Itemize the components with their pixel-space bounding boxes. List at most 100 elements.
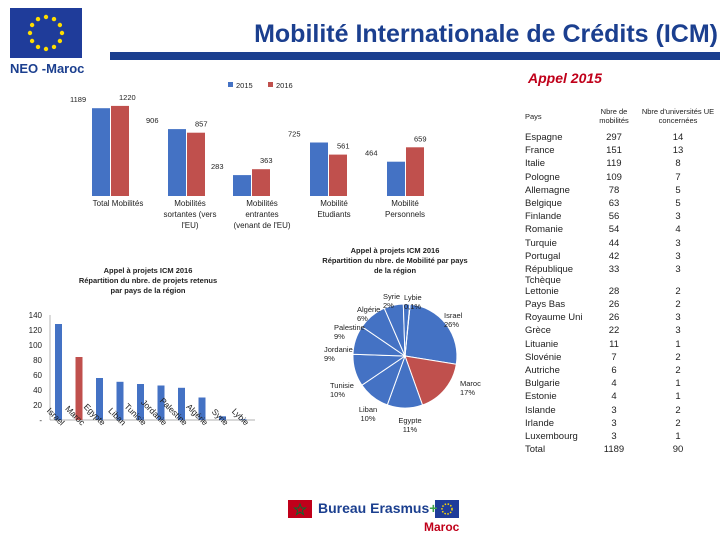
cell-mobilities: 26 xyxy=(608,312,620,324)
cell-mobilities: 33 xyxy=(608,263,620,275)
cell-universities: 1 xyxy=(675,338,681,350)
bar-value-label: 659 xyxy=(414,134,427,143)
eu-star xyxy=(51,44,57,50)
cell-mobilities: 4 xyxy=(611,378,617,390)
pie-slice-israel xyxy=(404,303,458,365)
bar-value-label: 561 xyxy=(337,142,350,151)
cell-universities: 1 xyxy=(675,430,681,442)
table-row: Espagne 297 14 xyxy=(525,132,717,145)
cell-universities: 8 xyxy=(675,158,681,170)
table-row: Islande 3 2 xyxy=(525,405,717,418)
pie-label: Algérie 6% xyxy=(357,305,380,323)
table-row: Slovénie 7 2 xyxy=(525,352,717,365)
cell-universities: 2 xyxy=(675,417,681,429)
mobility-by-country-table: Pays Nbre de mobilités Nbre d'université… xyxy=(525,100,717,457)
cell-universities: 1 xyxy=(675,378,681,390)
cell-mobilities: 22 xyxy=(608,325,620,337)
cell-universities: 2 xyxy=(675,365,681,376)
bar-value-label: 363 xyxy=(260,156,273,165)
eu-star xyxy=(43,14,49,20)
erasmus-office-logo xyxy=(288,496,463,540)
cell-mobilities: 42 xyxy=(608,250,620,262)
cell-country: Bulgarie xyxy=(525,378,560,390)
morocco-flag-icon xyxy=(288,500,312,518)
cell-country: Autriche xyxy=(525,365,560,376)
title-underline-bar xyxy=(110,52,720,60)
y-tick-label: 40 xyxy=(33,386,42,395)
legend-label-2015: 2015 xyxy=(236,81,253,90)
table-row: Italie 119 8 xyxy=(525,158,717,171)
cell-universities: 3 xyxy=(675,312,681,324)
eu-flag-logo xyxy=(10,8,82,58)
bar-liban xyxy=(116,381,124,421)
cell-mobilities: 1189 xyxy=(603,444,625,456)
table-row: Finlande 56 3 xyxy=(525,211,717,224)
bar-2016-3 xyxy=(329,154,347,196)
bar-jordanie xyxy=(157,385,165,420)
eu-star xyxy=(29,22,35,28)
col-header-universities: Nbre d'universités UE concernées xyxy=(641,107,715,125)
cell-mobilities: 28 xyxy=(608,285,620,297)
footer-country: Maroc xyxy=(424,520,460,534)
table-row: Bulgarie 4 1 xyxy=(525,378,717,391)
bar-palestine xyxy=(178,387,185,421)
category-label: Egypte xyxy=(82,402,108,428)
category-label: Mobilités sortantes (vers l'EU) xyxy=(164,199,217,230)
bar-2015-4 xyxy=(387,161,405,196)
eu-stars-icon xyxy=(27,14,65,52)
cell-universities: 3 xyxy=(675,211,681,223)
call-subtitle: Appel 2015 xyxy=(528,70,602,86)
page-title: Mobilité Internationale de Crédits (ICM) xyxy=(254,20,718,48)
pie-label: Tunisie 10% xyxy=(330,381,354,399)
category-label: Mobilités entrantes (venant de l'EU) xyxy=(233,199,290,230)
bar-value-label: 464 xyxy=(365,149,378,158)
category-label: Israel xyxy=(45,406,67,428)
category-label: Syrie xyxy=(210,407,231,428)
mobility-comparison-chart: 2015 2016 1189 1220 906 857 283 363 725 561 464 659… xyxy=(70,81,427,230)
office-prefix: Bureau xyxy=(318,500,371,516)
bar-israel xyxy=(55,324,62,420)
cell-mobilities: 26 xyxy=(608,299,620,311)
cell-country: Italie xyxy=(525,158,546,170)
bar-2015-3 xyxy=(310,142,328,196)
bar-maroc xyxy=(75,357,83,420)
eu-flag-small-icon xyxy=(435,500,459,518)
cell-universities: 2 xyxy=(675,404,681,416)
col-header-mobilities: Nbre de mobilités xyxy=(599,107,629,125)
cell-mobilities: 3 xyxy=(611,417,617,429)
cell-universities: 3 xyxy=(675,325,681,337)
cell-universities: 2 xyxy=(675,285,681,297)
cell-mobilities: 7 xyxy=(611,351,617,363)
bar-value-label: 1220 xyxy=(119,93,136,102)
pie-slice-lybie xyxy=(404,303,411,357)
table-header-row: Pays Nbre de mobilités Nbre d'université… xyxy=(525,100,717,132)
category-label: Total Mobilités xyxy=(93,199,144,208)
cell-country: Islande xyxy=(525,404,556,416)
table-row: Luxembourg 3 1 xyxy=(525,431,717,444)
table-row: Portugal 42 3 xyxy=(525,251,717,264)
cell-country: Luxembourg xyxy=(525,430,578,442)
pie-label: Egypte 11% xyxy=(398,416,421,434)
cell-mobilities: 44 xyxy=(608,237,620,249)
y-tick-label: 100 xyxy=(29,341,43,350)
mobility-share-pie-chart: Appel à projets ICM 2016 Répartition du n… xyxy=(322,246,481,434)
cell-country: Belgique xyxy=(525,197,562,209)
legend-swatch-2015 xyxy=(228,82,233,87)
eu-star xyxy=(59,30,65,36)
projects-per-country-chart: Appel à projets ICM 2016 Répartition du n… xyxy=(29,266,255,428)
erasmus-word: Erasmus xyxy=(370,500,430,516)
bar-value-label: 857 xyxy=(195,120,208,129)
cell-universities: 5 xyxy=(675,197,681,209)
cell-country: Finlande xyxy=(525,211,562,223)
cell-universities: 2 xyxy=(675,351,681,363)
pie-label: Israel 26% xyxy=(444,311,463,329)
category-label: Lybie xyxy=(230,406,251,427)
bar-value-label: 283 xyxy=(211,162,224,171)
category-label: Mobilité Etudiants xyxy=(317,199,350,219)
cell-country: Espagne xyxy=(525,132,563,143)
cell-mobilities: 119 xyxy=(606,158,622,170)
bar-2016-4 xyxy=(406,147,424,196)
cell-mobilities: 63 xyxy=(608,197,620,209)
cell-country: Lettonie xyxy=(525,285,559,297)
category-label: Algérie xyxy=(184,402,210,428)
